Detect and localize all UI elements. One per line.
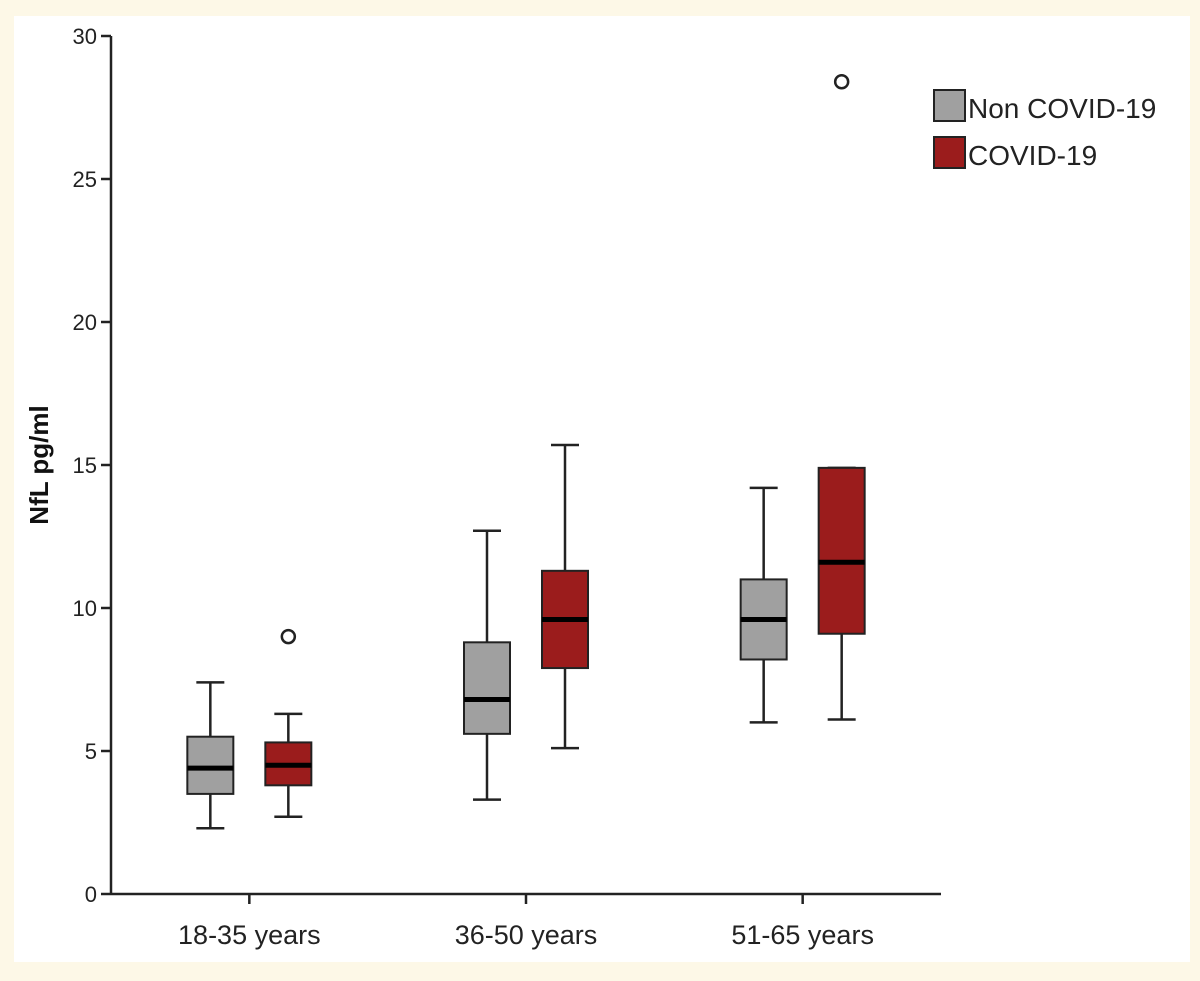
y-tick-label-20: 20 <box>73 310 97 335</box>
box-covid-19-0 <box>264 628 313 819</box>
iqr-box <box>186 735 235 795</box>
chart-frame: 0 5 10 15 20 25 30 18-35 years 36-50 years 51-65 … <box>14 16 1190 962</box>
y-tick-label-0: 0 <box>85 882 97 907</box>
legend: Non COVID-19 COVID-19 <box>933 89 1156 171</box>
box-non-covid-19-2 <box>739 486 788 724</box>
legend-label: COVID-19 <box>968 140 1097 171</box>
x-category-label: 36-50 years <box>455 920 598 950</box>
y-tick-label-10: 10 <box>73 596 97 621</box>
box-groups <box>186 74 866 830</box>
outlier-point <box>833 74 850 90</box>
y-tick-label-25: 25 <box>73 167 97 192</box>
box-covid-19-1 <box>541 443 589 750</box>
box-non-covid-19-0 <box>186 681 235 830</box>
iqr-box <box>463 641 511 735</box>
x-category-label: 51-65 years <box>731 920 874 950</box>
box-non-covid-19-1 <box>463 529 511 801</box>
y-tick-label-30: 30 <box>73 24 97 49</box>
y-axis-title: NfL pg/ml <box>24 405 54 524</box>
legend-swatch <box>933 136 966 169</box>
x-category-label: 18-35 years <box>178 920 321 950</box>
y-tick-label-15: 15 <box>73 453 97 478</box>
iqr-box <box>817 466 866 635</box>
box-covid-19-2 <box>817 74 866 721</box>
axes: 0 5 10 15 20 25 30 18-35 years 36-50 years 51-65 … <box>73 24 941 950</box>
legend-swatch <box>933 89 966 122</box>
outlier-point <box>280 628 297 645</box>
legend-label: Non COVID-19 <box>968 93 1156 124</box>
boxplot-chart: 0 5 10 15 20 25 30 18-35 years 36-50 years 51-65 … <box>24 24 1156 950</box>
y-tick-label-5: 5 <box>85 739 97 764</box>
